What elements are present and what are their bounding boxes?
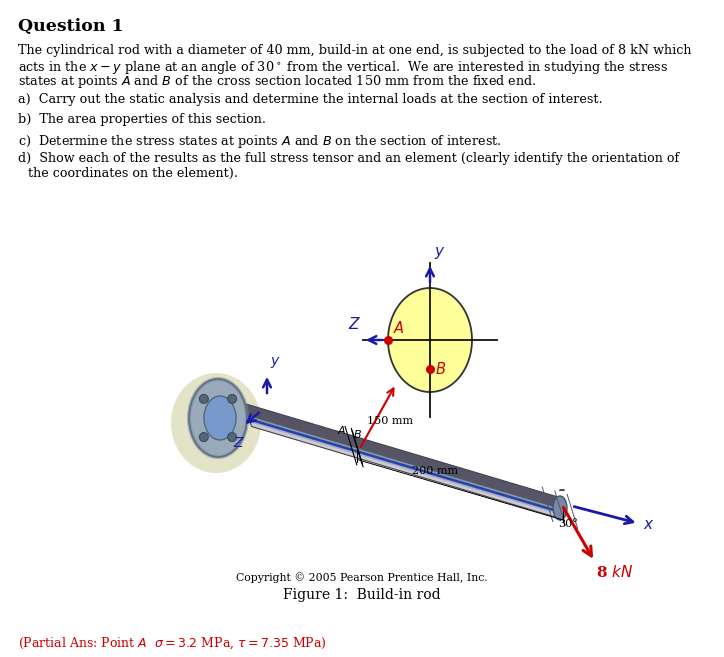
Polygon shape — [247, 412, 562, 514]
Text: The cylindrical rod with a diameter of 40 mm, build-in at one end, is subjected : The cylindrical rod with a diameter of 4… — [18, 44, 691, 57]
Text: $Z$: $Z$ — [233, 436, 245, 450]
Circle shape — [199, 394, 209, 403]
Text: d)  Show each of the results as the full stress tensor and an element (clearly i: d) Show each of the results as the full … — [18, 152, 679, 165]
Ellipse shape — [189, 379, 247, 457]
Polygon shape — [246, 409, 563, 516]
Text: the coordinates on the element).: the coordinates on the element). — [28, 166, 238, 179]
Text: $B$: $B$ — [435, 361, 446, 376]
Circle shape — [227, 432, 237, 442]
Ellipse shape — [388, 288, 472, 392]
Ellipse shape — [204, 396, 236, 440]
Text: $x$: $x$ — [644, 518, 654, 532]
Text: 30°: 30° — [558, 519, 578, 529]
Ellipse shape — [553, 496, 567, 520]
Text: 8 $kN$: 8 $kN$ — [597, 564, 634, 580]
Text: 200 mm: 200 mm — [412, 466, 458, 476]
Text: $B$: $B$ — [353, 428, 361, 440]
Text: 150 mm: 150 mm — [367, 415, 413, 426]
Circle shape — [199, 432, 209, 442]
Text: $A$: $A$ — [393, 320, 405, 336]
Polygon shape — [245, 403, 563, 520]
Circle shape — [227, 394, 237, 403]
Text: $Z$: $Z$ — [348, 316, 361, 332]
Text: b)  The area properties of this section.: b) The area properties of this section. — [18, 113, 266, 126]
Ellipse shape — [171, 373, 261, 473]
Text: c)  Determine the stress states at points $A$ and $B$ on the section of interest: c) Determine the stress states at points… — [18, 133, 502, 150]
Text: $y$: $y$ — [434, 245, 445, 261]
Text: $A$: $A$ — [337, 424, 346, 436]
Text: a)  Carry out the static analysis and determine the internal loads at the sectio: a) Carry out the static analysis and det… — [18, 93, 602, 106]
Polygon shape — [245, 403, 560, 509]
Text: acts in the $x - y$ plane at an angle of 30$^\circ$ from the vertical.  We are i: acts in the $x - y$ plane at an angle of… — [18, 58, 668, 76]
Text: $y$: $y$ — [270, 355, 281, 370]
Text: states at points $A$ and $B$ of the cross section located 150 mm from the fixed : states at points $A$ and $B$ of the cros… — [18, 73, 536, 90]
Text: Question 1: Question 1 — [18, 18, 124, 35]
Text: Copyright © 2005 Pearson Prentice Hall, Inc.: Copyright © 2005 Pearson Prentice Hall, … — [236, 572, 488, 583]
Polygon shape — [245, 407, 563, 520]
Text: Figure 1:  Build-in rod: Figure 1: Build-in rod — [283, 588, 441, 602]
Polygon shape — [248, 414, 561, 511]
Text: (Partial Ans: Point $A$  $\sigma = 3.2$ MPa, $\tau = 7.35$ MPa): (Partial Ans: Point $A$ $\sigma = 3.2$ M… — [18, 636, 327, 652]
